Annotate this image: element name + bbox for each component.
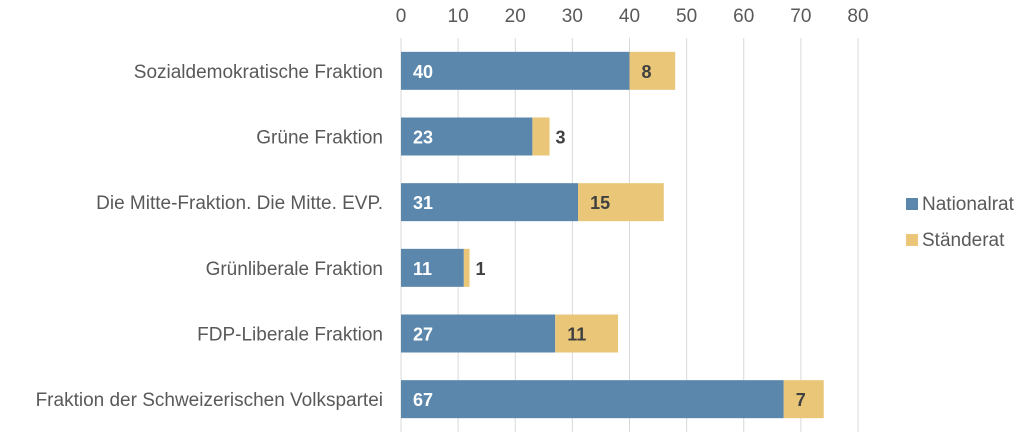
data-label-ständerat-0: 8 [642, 62, 652, 82]
category-label-2: Die Mitte-Fraktion. Die Mitte. EVP. [96, 193, 383, 214]
data-label-nationalrat-2: 31 [413, 193, 433, 213]
category-labels: Sozialdemokratische Fraktion Grüne Frakti… [36, 62, 383, 411]
data-label-ständerat-5: 7 [796, 390, 806, 410]
category-label-0: Sozialdemokratische Fraktion [134, 62, 383, 83]
x-tick-label-0: 0 [396, 6, 407, 27]
bar-nationalrat-0 [401, 51, 630, 90]
x-tick-label-60: 60 [733, 6, 754, 27]
bar-nationalrat-4 [401, 314, 556, 353]
data-label-nationalrat-4: 27 [413, 325, 433, 345]
x-tick-label-40: 40 [619, 6, 640, 27]
category-label-1: Grüne Fraktion [256, 128, 383, 149]
data-label-ständerat-1: 3 [556, 128, 566, 148]
bar-nationalrat-5 [401, 380, 784, 419]
bar-ständerat-3 [463, 248, 470, 287]
bar-nationalrat-3 [401, 248, 464, 287]
data-label-nationalrat-3: 11 [413, 259, 432, 279]
legend: Nationalrat Ständerat [906, 194, 1015, 251]
x-tick-label-30: 30 [562, 6, 583, 27]
data-label-ständerat-4: 11 [567, 325, 586, 345]
data-label-nationalrat-5: 67 [413, 390, 433, 410]
bar-ständerat-4 [555, 314, 619, 353]
bar-nationalrat-2 [401, 183, 579, 222]
category-label-4: FDP-Liberale Fraktion [197, 325, 383, 346]
gridlines [400, 38, 859, 432]
category-label-3: Grünliberale Fraktion [206, 259, 383, 280]
bar-ständerat-1 [532, 117, 550, 156]
x-tick-label-80: 80 [847, 6, 868, 27]
data-label-nationalrat-0: 40 [413, 62, 433, 82]
x-tick-label-70: 70 [790, 6, 811, 27]
legend-swatch-nationalrat [906, 198, 918, 210]
bar-ständerat-2 [578, 183, 664, 222]
legend-label-nationalrat: Nationalrat [922, 194, 1015, 215]
data-label-nationalrat-1: 23 [413, 128, 433, 148]
x-tick-label-10: 10 [448, 6, 469, 27]
x-axis-ticks: 0 10 20 30 40 50 60 70 80 [396, 6, 869, 27]
legend-swatch-ständerat [906, 234, 918, 246]
data-label-ständerat-3: 1 [476, 259, 486, 279]
legend-label-ständerat: Ständerat [922, 230, 1005, 251]
bar-ständerat-5 [783, 380, 824, 419]
x-tick-label-50: 50 [676, 6, 697, 27]
bar-ständerat-0 [629, 51, 676, 90]
data-label-ständerat-2: 15 [590, 193, 610, 213]
x-tick-label-20: 20 [505, 6, 526, 27]
category-label-5: Fraktion der Schweizerischen Volkspartei [36, 390, 383, 411]
bar-nationalrat-1 [401, 117, 533, 156]
